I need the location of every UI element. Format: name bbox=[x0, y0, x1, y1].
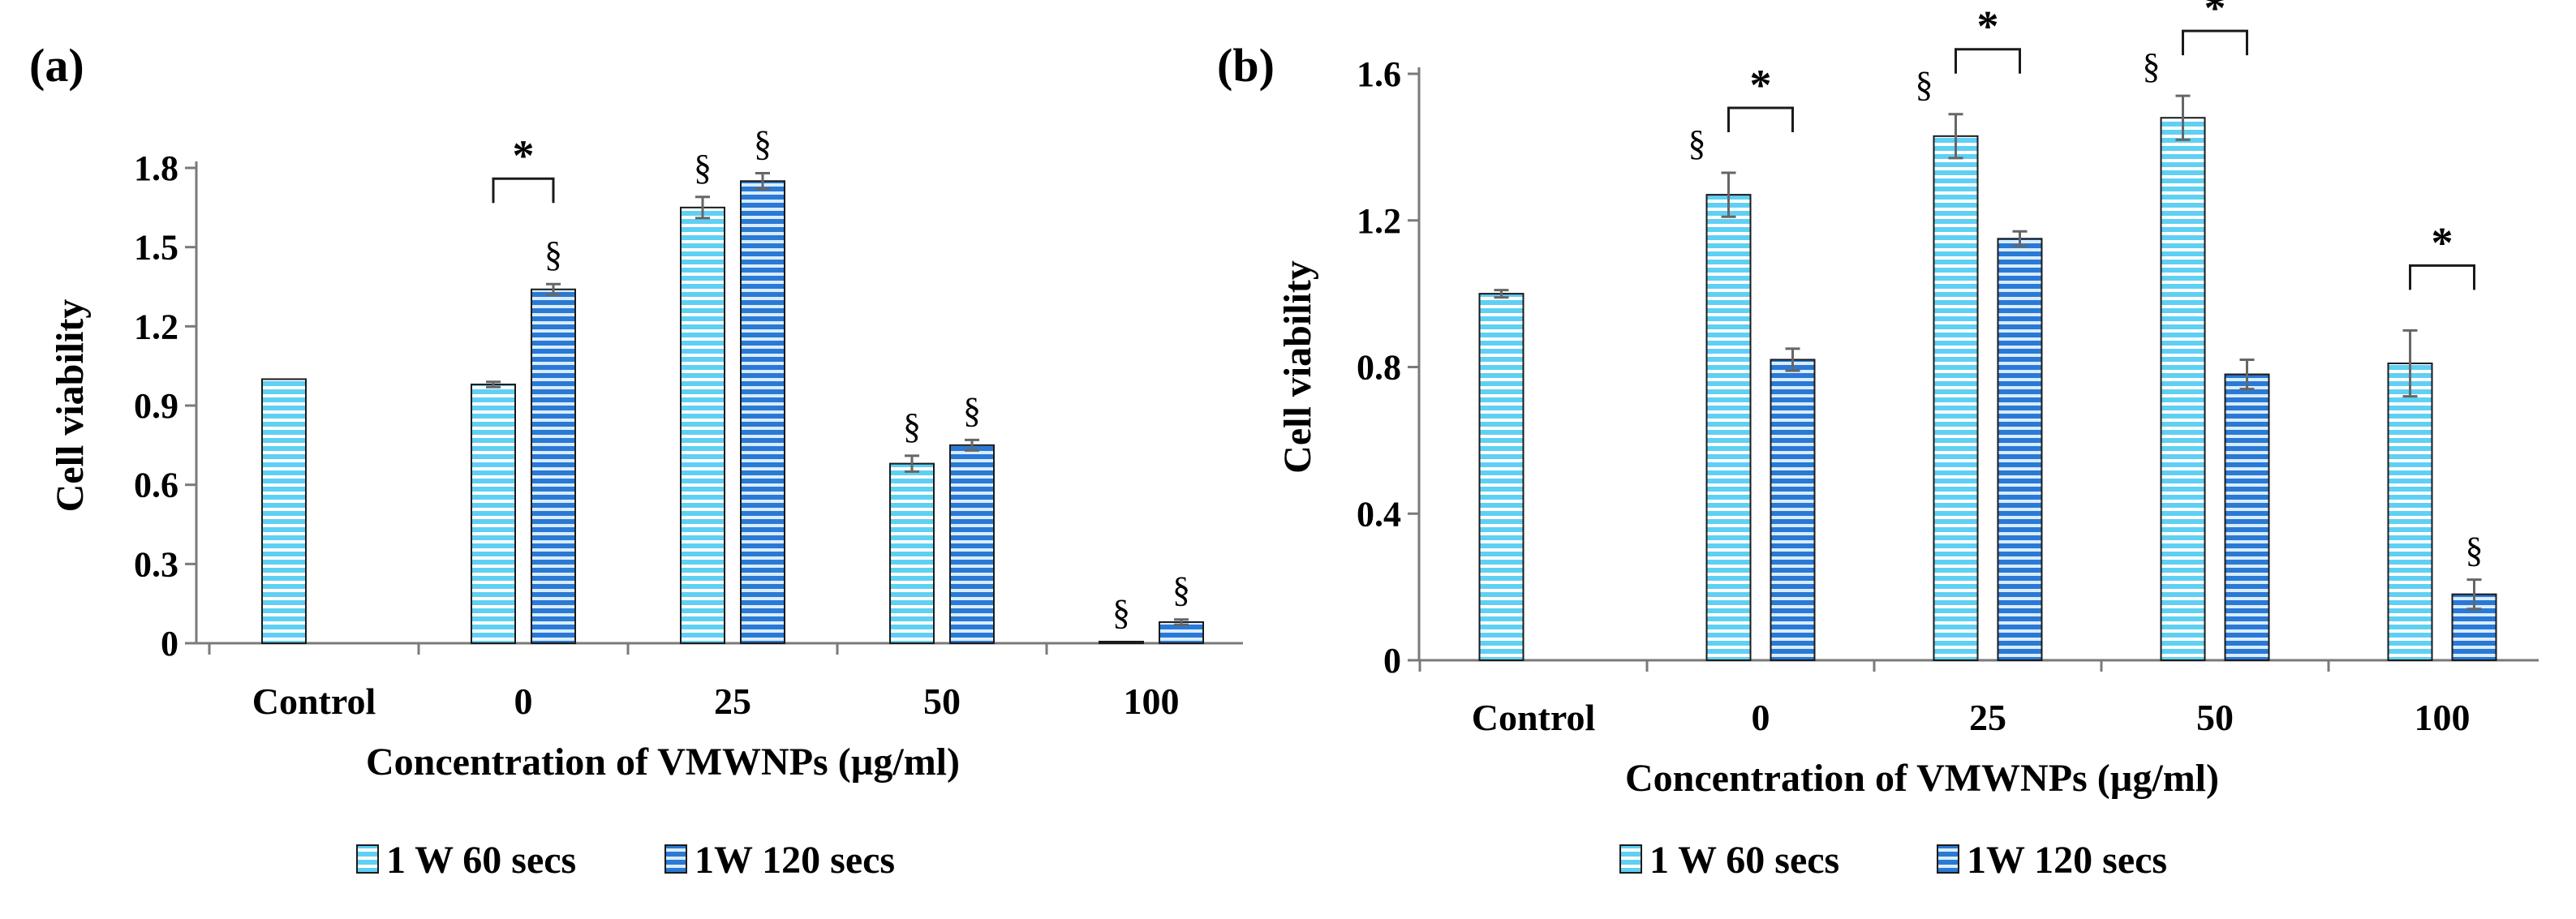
significance-mark: § bbox=[694, 148, 712, 187]
y-tick-label: 0.3 bbox=[134, 544, 178, 584]
bar-series1 bbox=[1933, 135, 1979, 662]
y-tick-label: 0 bbox=[161, 624, 178, 663]
significance-mark: § bbox=[544, 234, 562, 274]
bar-series1 bbox=[1099, 641, 1144, 644]
y-axis-title: Cell viability bbox=[49, 299, 92, 513]
y-tick-label: 0.9 bbox=[134, 386, 178, 426]
bar-series1 bbox=[471, 383, 516, 644]
category-label: 100 bbox=[1124, 681, 1180, 722]
significance-mark: § bbox=[903, 406, 921, 446]
significance-mark: § bbox=[1172, 570, 1190, 610]
category-label: 50 bbox=[923, 681, 961, 722]
significance-mark: § bbox=[2466, 530, 2484, 570]
legend-label: 1 W 60 secs bbox=[1649, 839, 1839, 882]
legend-swatch-series2 bbox=[664, 844, 687, 874]
category-label: 0 bbox=[1752, 697, 1770, 738]
significance-bracket bbox=[1955, 48, 2021, 74]
category-label: 50 bbox=[2196, 697, 2234, 738]
chart-panel-a: (a) Cell viability 0 0.3 0.6 0.9 1.2 1.5 1.8 Cont… bbox=[29, 39, 1243, 882]
category-label: Control bbox=[252, 681, 376, 722]
panel-label: (b) bbox=[1217, 39, 1275, 92]
legend-swatch-series2 bbox=[1937, 844, 1959, 874]
legend-label: 1W 120 secs bbox=[695, 839, 895, 882]
significance-mark: § bbox=[1112, 592, 1130, 632]
significance-star: * bbox=[1750, 61, 1772, 110]
significance-mark: § bbox=[963, 390, 981, 430]
significance-bracket bbox=[2409, 264, 2475, 290]
legend-swatch-series1 bbox=[1619, 844, 1642, 874]
y-tick-label: 1.5 bbox=[134, 228, 178, 268]
bar-series2 bbox=[740, 180, 785, 644]
significance-bracket bbox=[2182, 29, 2248, 56]
bar-series1 bbox=[261, 378, 307, 644]
legend-label: 1W 120 secs bbox=[1967, 839, 2167, 882]
bar-series1 bbox=[2387, 362, 2433, 661]
y-tick-label: 0 bbox=[1383, 641, 1401, 681]
x-axis-title: Concentration of VMWNPs (µg/ml) bbox=[366, 741, 960, 784]
category-label: 25 bbox=[714, 681, 751, 722]
y-tick-label: 1.2 bbox=[134, 307, 178, 346]
bar-series2 bbox=[531, 288, 576, 644]
significance-mark: § bbox=[754, 124, 772, 164]
y-tick-label: 1.2 bbox=[1357, 201, 1401, 241]
y-tick-label: 0.6 bbox=[134, 466, 178, 505]
significance-star: * bbox=[513, 131, 535, 180]
y-tick-label: 0.4 bbox=[1357, 494, 1401, 534]
significance-bracket bbox=[1727, 106, 1794, 133]
panel-label: (a) bbox=[29, 39, 84, 92]
bar-series2 bbox=[949, 444, 995, 644]
legend-swatch-series1 bbox=[356, 844, 379, 874]
bar-series2 bbox=[1997, 238, 2043, 661]
x-axis-title: Concentration of VMWNPs (µg/ml) bbox=[1625, 757, 2219, 800]
significance-bracket bbox=[492, 177, 555, 204]
bar-series2 bbox=[2224, 373, 2270, 661]
significance-star: * bbox=[1977, 2, 1999, 51]
category-label: 0 bbox=[514, 681, 533, 722]
bar-series1 bbox=[680, 206, 725, 645]
significance-mark: § bbox=[2143, 46, 2161, 86]
y-tick-label: 0.8 bbox=[1357, 348, 1401, 388]
bar-series1 bbox=[889, 462, 935, 644]
significance-mark: § bbox=[1916, 65, 1933, 105]
significance-mark: § bbox=[1688, 123, 1706, 163]
bar-series1 bbox=[2160, 117, 2206, 662]
y-axis-title: Cell viability bbox=[1276, 260, 1319, 474]
chart-panel-b: (b) Cell viability 0 0.4 0.8 1.2 1.6 Control 0 25… bbox=[1217, 0, 2539, 882]
bar-series1 bbox=[1478, 293, 1525, 661]
bar-series1 bbox=[1705, 194, 1752, 661]
category-label: Control bbox=[1472, 697, 1596, 738]
significance-star: * bbox=[2432, 218, 2453, 267]
category-label: 100 bbox=[2415, 697, 2471, 738]
significance-star: * bbox=[2204, 0, 2226, 32]
bar-series2 bbox=[1770, 359, 1816, 661]
legend-label: 1 W 60 secs bbox=[386, 839, 576, 882]
category-label: 25 bbox=[1969, 697, 2006, 738]
y-tick-label: 1.6 bbox=[1357, 54, 1401, 94]
y-tick-label: 1.8 bbox=[134, 148, 178, 188]
